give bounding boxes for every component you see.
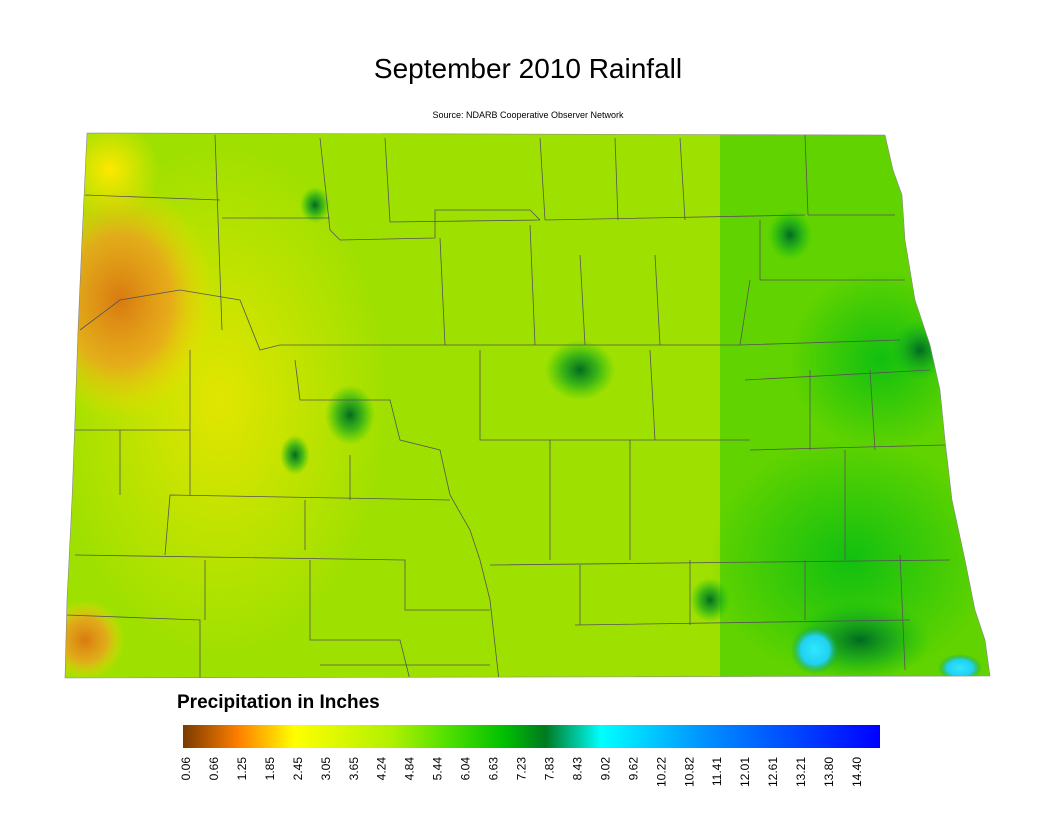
legend-tick-label: 13.21: [794, 757, 808, 787]
legend-tick-label: 4.84: [403, 757, 417, 781]
legend-tick-label: 3.05: [319, 757, 333, 781]
legend-tick-label: 12.01: [738, 757, 752, 787]
legend-tick-label: 9.62: [626, 757, 640, 781]
legend-tick-label: 0.66: [207, 757, 221, 781]
legend-tick-label: 2.45: [291, 757, 305, 781]
rainfall-surface: [65, 133, 990, 678]
legend-tick-label: 1.25: [235, 757, 249, 781]
legend-tick-label: 4.24: [375, 757, 389, 781]
legend-tick-label: 5.44: [431, 757, 445, 781]
legend-tick-label: 0.06: [179, 757, 193, 781]
legend-tick-label: 3.65: [347, 757, 361, 781]
legend-tick-label: 10.22: [654, 757, 668, 787]
state-outline: [64, 132, 991, 679]
legend-tick-label: 8.43: [570, 757, 584, 781]
legend-tick-label: 14.40: [850, 757, 864, 787]
color-bar: [183, 725, 880, 748]
county-lines: [65, 134, 951, 678]
legend-tick-label: 7.23: [515, 757, 529, 781]
legend-tick-label: 1.85: [263, 757, 277, 781]
legend-tick-label: 11.41: [710, 757, 724, 786]
map-title: September 2010 Rainfall: [374, 53, 682, 84]
legend-tick-label: 9.02: [598, 757, 612, 781]
legend-tick-label: 7.83: [542, 757, 556, 781]
legend-tick-label: 12.61: [766, 757, 780, 787]
legend-tick-label: 6.63: [487, 757, 501, 781]
legend-tick-label: 10.82: [682, 757, 696, 787]
legend-ticks: 0.06 0.66 1.25 1.85 2.45 3.05 3.65 4.24 4.84 5.44…: [179, 757, 864, 787]
map-subtitle: Source: NDARB Cooperative Observer Netwo…: [432, 110, 624, 120]
legend-tick-label: 6.04: [459, 757, 473, 781]
legend-tick-label: 13.80: [822, 757, 836, 787]
legend-title: Precipitation in Inches: [177, 692, 380, 713]
